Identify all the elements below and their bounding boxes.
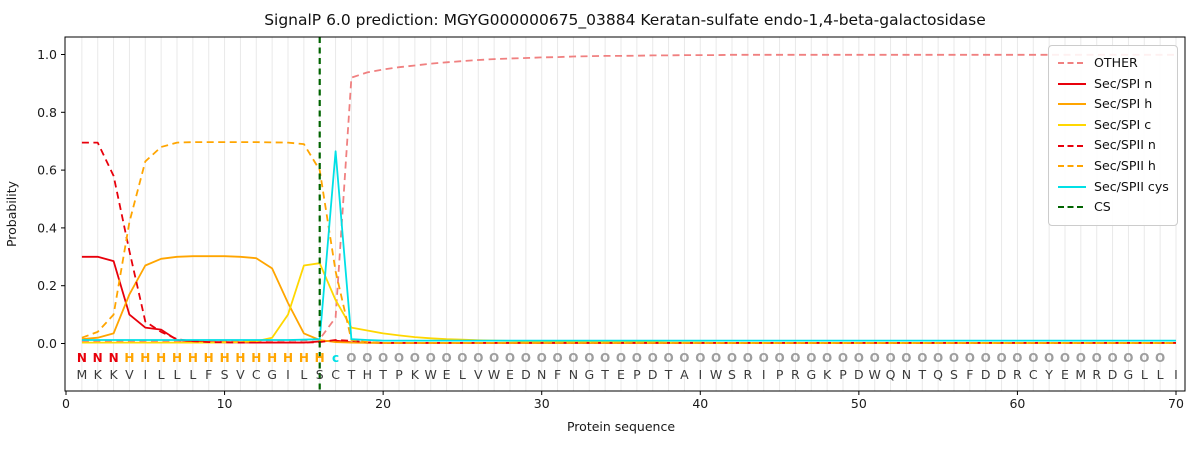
legend-line-swatch [1058, 144, 1086, 147]
y-tick-label: 0.0 [37, 336, 57, 351]
y-axis-ticks: 0.0 0.2 0.4 0.6 0.8 1.0 [37, 47, 65, 351]
legend-line-swatch [1058, 82, 1086, 85]
series-line-sec-spi-h [81, 255, 1176, 344]
x-tick-label: 60 [1009, 396, 1025, 411]
legend-label: Sec/SPII cys [1094, 178, 1169, 194]
legend-item-sec-spii-cys: Sec/SPII cys [1057, 177, 1169, 198]
series-line-sec-spii-h [81, 141, 1176, 344]
y-tick-label: 0.8 [37, 105, 57, 120]
legend-item-sec-spi-c: Sec/SPI c [1057, 115, 1169, 136]
x-axis-ticks: 0 10 20 30 40 50 60 70 [62, 391, 1184, 411]
x-tick-label: 50 [851, 396, 867, 411]
legend-line-swatch [1058, 124, 1086, 127]
gridlines [81, 37, 1177, 391]
legend-label: Sec/SPII n [1094, 137, 1156, 153]
x-tick-label: 0 [62, 396, 70, 411]
legend-line-swatch [1058, 103, 1086, 106]
legend-line-swatch [1058, 165, 1086, 168]
chart-legend: OTHER Sec/SPI n Sec/SPI h Sec/SPI c Sec/SPII… [1048, 45, 1178, 226]
legend-item-sec-spi-n: Sec/SPI n [1057, 74, 1169, 95]
legend-line-swatch [1058, 206, 1086, 209]
probability-curves [81, 53, 1176, 344]
series-line-other [81, 53, 1176, 343]
chart-title: SignalP 6.0 prediction: MGYG000000675_03… [264, 11, 986, 30]
series-line-sec-spi-c [81, 262, 1176, 344]
x-tick-label: 40 [692, 396, 708, 411]
axes-box [64, 36, 1186, 392]
series-line-sec-spi-n [81, 255, 1176, 344]
legend-label: OTHER [1094, 55, 1138, 70]
x-tick-label: 30 [534, 396, 550, 411]
legend-label: CS [1094, 199, 1111, 215]
legend-line-swatch [1058, 185, 1086, 188]
x-tick-label: 10 [217, 396, 233, 411]
x-tick-label: 70 [1168, 396, 1184, 411]
y-axis-label: Probability [4, 180, 19, 247]
y-tick-label: 0.2 [37, 278, 57, 293]
x-axis-label: Protein sequence [567, 419, 675, 434]
legend-item-sec-spii-n: Sec/SPII n [1057, 135, 1169, 156]
legend-item-sec-spii-h: Sec/SPII h [1057, 156, 1169, 177]
y-tick-label: 0.4 [37, 220, 57, 235]
legend-label: Sec/SPI h [1094, 96, 1153, 112]
series-line-sec-spii-n [81, 141, 1176, 344]
series-line-sec-spii-cys [81, 150, 1176, 342]
legend-line-swatch [1058, 62, 1086, 65]
legend-item-sec-spi-h: Sec/SPI h [1057, 94, 1169, 115]
legend-label: Sec/SPI n [1094, 75, 1153, 91]
legend-item-cs: CS [1057, 197, 1169, 218]
y-tick-label: 0.6 [37, 163, 57, 178]
legend-label: Sec/SPI c [1094, 116, 1152, 132]
legend-item-other: OTHER [1057, 53, 1169, 74]
legend-label: Sec/SPII h [1094, 157, 1156, 173]
y-tick-label: 1.0 [37, 47, 57, 62]
x-tick-label: 20 [375, 396, 391, 411]
